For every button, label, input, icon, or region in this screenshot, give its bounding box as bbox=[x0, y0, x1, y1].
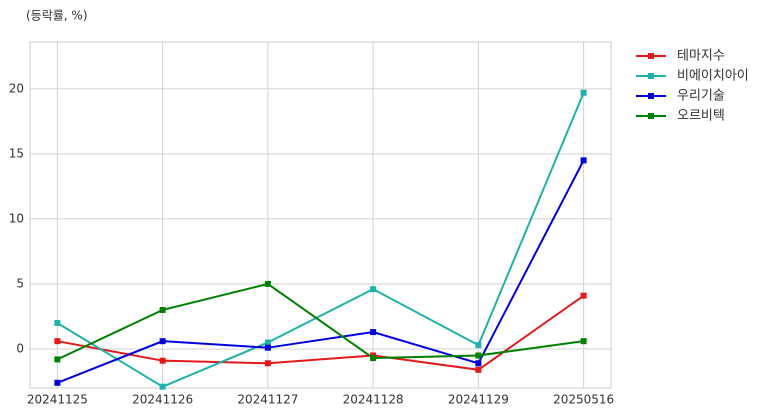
legend-label: 오르비텍 bbox=[677, 109, 725, 124]
data-point bbox=[475, 342, 482, 349]
data-point bbox=[54, 379, 61, 386]
y-tick-label: 10 bbox=[9, 211, 24, 225]
data-point bbox=[370, 355, 377, 362]
data-point bbox=[159, 306, 166, 313]
legend-entry: 비에이치아이 bbox=[636, 69, 749, 84]
legend-label: 비에이치아이 bbox=[677, 69, 749, 84]
series-line bbox=[56, 159, 585, 384]
series-line bbox=[57, 294, 585, 371]
y-tick-label: 0 bbox=[16, 341, 24, 355]
y-axis-label: (등락률, %) bbox=[26, 9, 88, 23]
y-tick-label: 5 bbox=[16, 276, 24, 290]
legend-label: 테마지수 bbox=[677, 49, 725, 64]
series-line bbox=[56, 92, 585, 388]
legend-entry: 테마지수 bbox=[636, 49, 725, 64]
data-point bbox=[264, 339, 271, 346]
legend-marker bbox=[648, 93, 654, 99]
data-point bbox=[580, 338, 587, 345]
legend-entry: 오르비텍 bbox=[636, 109, 725, 124]
data-point bbox=[264, 360, 271, 367]
x-tick-label: 20241127 bbox=[237, 393, 298, 407]
plot-area bbox=[29, 41, 612, 389]
series-line bbox=[56, 282, 584, 361]
data-point bbox=[580, 89, 587, 96]
data-point bbox=[370, 329, 377, 336]
x-tick-label: 20241128 bbox=[343, 393, 404, 407]
x-tick-label: 20241126 bbox=[132, 393, 193, 407]
data-point bbox=[54, 356, 61, 363]
x-tick-label: 20241129 bbox=[448, 393, 509, 407]
x-tick-label: 20250516 bbox=[553, 393, 614, 407]
data-point bbox=[475, 366, 482, 373]
y-tick-label: 20 bbox=[9, 81, 24, 95]
legend-marker bbox=[648, 113, 654, 119]
data-point bbox=[580, 157, 587, 164]
legend-marker bbox=[648, 73, 654, 79]
data-point bbox=[54, 338, 61, 345]
data-point bbox=[475, 352, 482, 359]
data-point bbox=[475, 360, 482, 367]
data-point bbox=[264, 344, 271, 351]
y-tick-label: 15 bbox=[9, 146, 24, 160]
data-point bbox=[264, 280, 271, 287]
x-tick-label: 20241125 bbox=[27, 393, 88, 407]
data-point bbox=[54, 319, 61, 326]
legend-marker bbox=[648, 53, 654, 59]
data-point bbox=[370, 286, 377, 293]
legend-entry: 우리기술 bbox=[636, 89, 725, 104]
data-point bbox=[159, 357, 166, 364]
legend-label: 우리기술 bbox=[677, 89, 725, 104]
data-point bbox=[580, 292, 587, 299]
data-point bbox=[159, 383, 166, 390]
data-point bbox=[159, 338, 166, 345]
